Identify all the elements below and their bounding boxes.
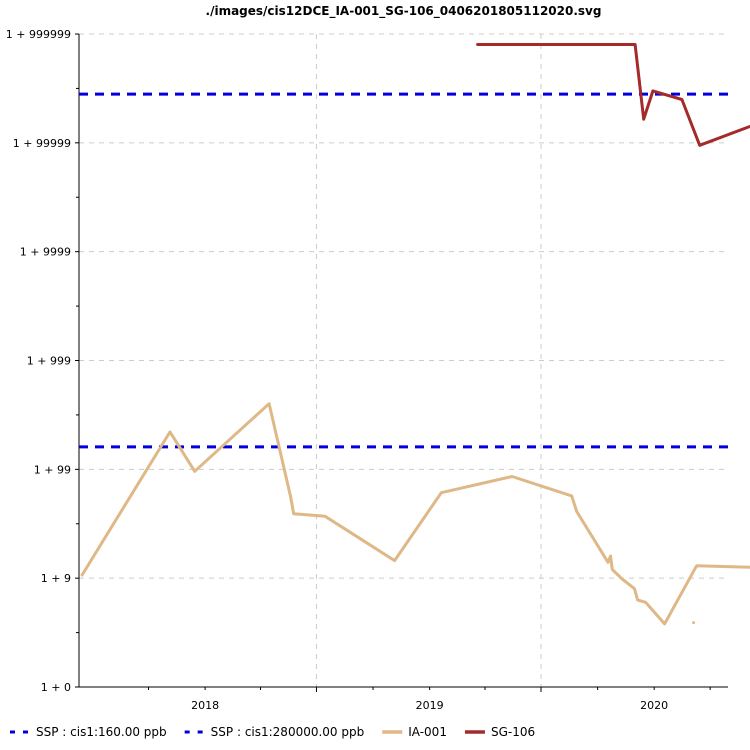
x-tick-label: 2019 bbox=[416, 699, 444, 712]
axis-layer: 1 + 0 1 + 9 1 + 99 1 + 999 1 + 9999 1 + 99999… bbox=[6, 28, 728, 712]
x-tick-label: 2020 bbox=[640, 699, 668, 712]
y-tick-label: 1 + 99 bbox=[34, 463, 71, 476]
legend: SSP : cis1:160.00 ppb SSP : cis1:280000.0… bbox=[10, 725, 535, 739]
grid-layer bbox=[79, 33, 728, 687]
legend-label: SSP : cis1:280000.00 ppb bbox=[211, 725, 365, 739]
legend-item: IA-001 bbox=[382, 725, 447, 739]
data-point bbox=[692, 621, 696, 625]
legend-label: IA-001 bbox=[408, 725, 447, 739]
series-line bbox=[80, 402, 750, 626]
legend-label: SG-106 bbox=[491, 725, 535, 739]
y-tick-label: 1 + 999 bbox=[27, 355, 71, 368]
legend-item: SSP : cis1:160.00 ppb bbox=[10, 725, 167, 739]
legend-item: SSP : cis1:280000.00 ppb bbox=[184, 725, 365, 739]
y-tick-label: 1 + 99999 bbox=[13, 137, 71, 150]
y-tick-label: 1 + 9999 bbox=[20, 246, 71, 259]
legend-label: SSP : cis1:160.00 ppb bbox=[36, 725, 167, 739]
y-tick-label: 1 + 999999 bbox=[6, 28, 71, 41]
y-tick-label: 1 + 9 bbox=[41, 572, 71, 585]
legend-item: SG-106 bbox=[464, 725, 535, 739]
series-line bbox=[476, 43, 750, 147]
x-tick-label: 2018 bbox=[191, 699, 219, 712]
y-tick-label: 1 + 0 bbox=[41, 681, 71, 694]
chart-title: ./images/cis12DCE_IA-001_SG-106_04062018… bbox=[206, 4, 602, 19]
plot-layer bbox=[79, 43, 750, 626]
